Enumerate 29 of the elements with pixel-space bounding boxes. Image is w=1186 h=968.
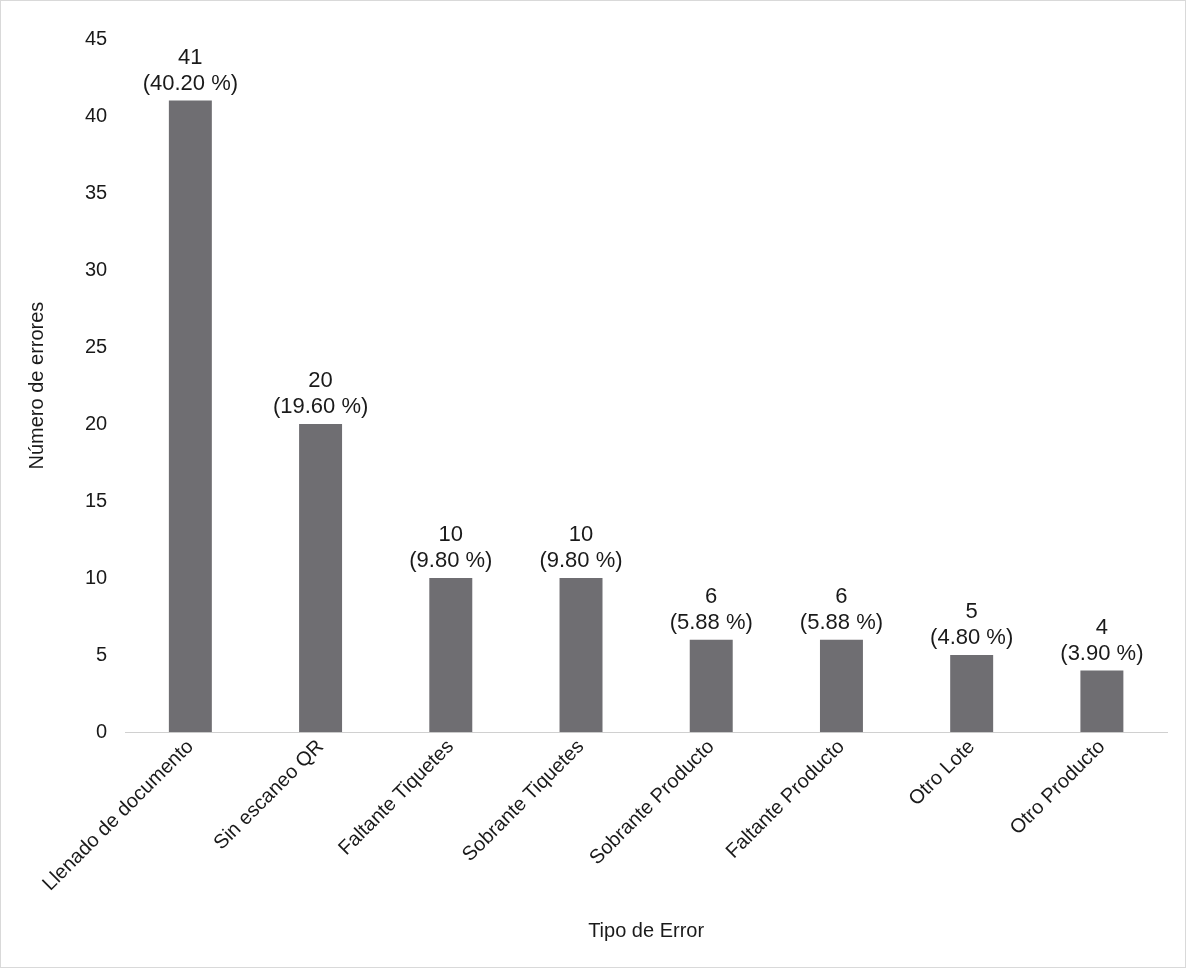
y-tick-label: 40 <box>85 103 108 126</box>
x-axis-title: Tipo de Error <box>588 918 705 941</box>
y-tick-label: 0 <box>96 719 108 742</box>
x-tick-label: Otro Lote <box>903 734 979 810</box>
y-tick-label: 30 <box>85 257 108 280</box>
bar <box>1080 670 1124 733</box>
bar <box>950 655 994 733</box>
y-tick-label: 5 <box>96 642 108 665</box>
data-label: 20 (19.60 %) <box>272 367 369 419</box>
bar <box>819 639 863 733</box>
y-tick-label: 15 <box>85 488 108 511</box>
data-label: 10 (9.80 %) <box>539 521 623 573</box>
bar <box>168 100 212 733</box>
data-label: 10 (9.80 %) <box>409 521 493 573</box>
data-label: 41 (40.20 %) <box>142 43 239 95</box>
y-tick-label: 10 <box>85 565 108 588</box>
data-label: 6 (5.88 %) <box>669 582 753 634</box>
y-tick-label: 35 <box>85 180 108 203</box>
y-tick-label: 25 <box>85 334 108 357</box>
bar <box>559 578 603 733</box>
data-label: 5 (4.80 %) <box>930 598 1014 650</box>
bar <box>299 424 343 733</box>
data-label: 6 (5.88 %) <box>799 582 884 634</box>
y-tick-label: 45 <box>85 26 108 49</box>
bar <box>429 578 473 733</box>
y-axis-title: Número de errores <box>24 301 47 470</box>
bar <box>689 639 733 733</box>
y-tick-label: 20 <box>85 411 108 434</box>
data-label: 4 (3.90 %) <box>1060 613 1144 665</box>
